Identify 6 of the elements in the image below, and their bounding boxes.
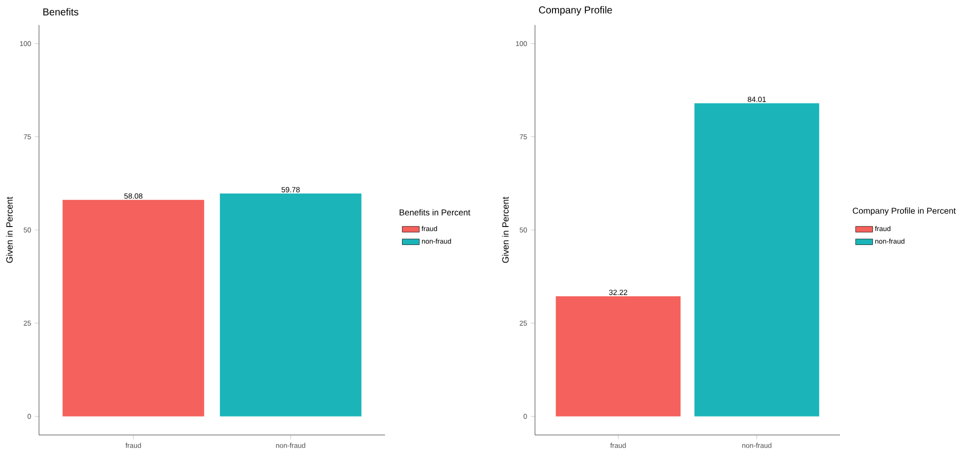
chart-title: Company Profile bbox=[539, 6, 612, 16]
y-axis-title: Given in Percent bbox=[502, 196, 509, 263]
legend-title: Benefits in Percent bbox=[400, 209, 470, 216]
chart-title: Benefits bbox=[43, 8, 78, 16]
legend-title: Company Profile in Percent bbox=[852, 208, 956, 216]
y-axis-title: Given in Percent bbox=[6, 196, 13, 263]
